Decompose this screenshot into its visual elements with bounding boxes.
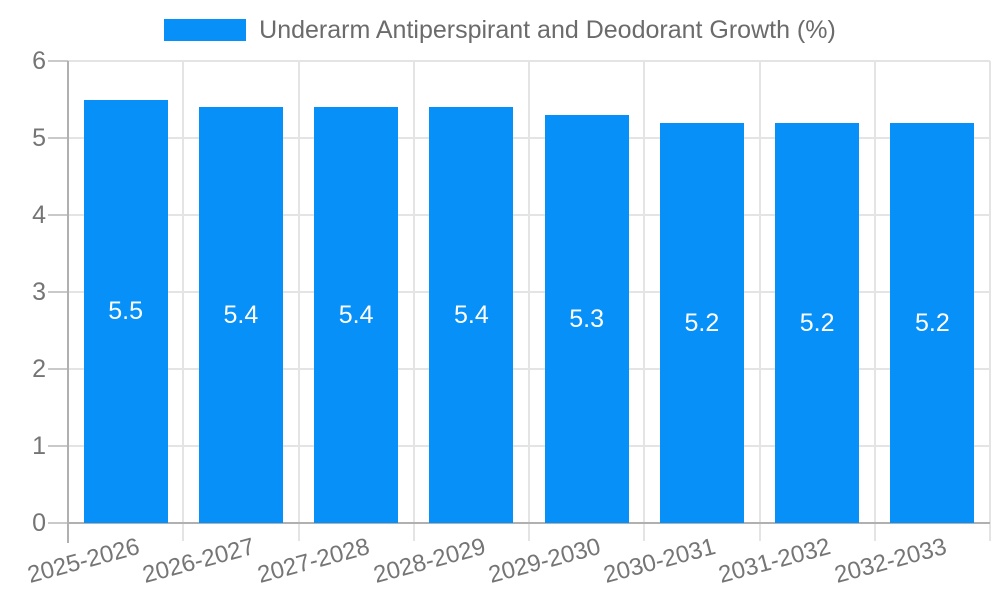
x-gridline [182,61,185,541]
y-axis-tick-label: 2 [32,355,46,383]
x-axis-tick-label: 2031-2032 [715,533,834,589]
y-axis-tick [48,214,68,216]
y-axis-tick-label: 6 [32,47,46,75]
y-axis-tick-label: 1 [32,432,46,460]
x-axis-line [68,522,990,524]
bar [429,107,514,523]
legend: Underarm Antiperspirant and Deodorant Gr… [0,15,1000,45]
y-axis-tick [48,60,68,62]
bar-value-label: 5.4 [223,301,259,330]
bar [544,114,629,523]
x-axis-tick-label: 2032-2033 [831,533,950,589]
x-gridline [758,61,761,541]
bar [775,122,860,523]
x-axis-tick-label: 2027-2028 [254,533,373,589]
legend-label: Underarm Antiperspirant and Deodorant Gr… [259,16,836,44]
x-axis-tick-label: 2026-2027 [139,533,258,589]
bar [314,107,399,523]
x-axis-tick-label: 2030-2031 [600,533,719,589]
y-axis-tick [48,291,68,293]
bar-value-label: 5.3 [569,304,604,333]
bar [890,122,975,523]
bar [198,107,283,523]
bar-value-label: 5.4 [338,301,374,330]
legend-swatch [164,19,247,41]
y-axis-tick [48,445,68,447]
y-axis-line [67,61,69,543]
x-gridline [989,61,991,541]
x-axis-tick-label: 2025-2026 [24,533,143,589]
bar-value-label: 5.5 [108,297,143,326]
y-axis-tick [48,137,68,139]
x-axis-tick-label: 2029-2030 [485,533,604,589]
y-axis-tick-label: 0 [32,509,46,537]
bar-value-label: 5.2 [684,308,720,337]
x-gridline [297,61,300,541]
y-axis-tick-label: 5 [32,124,46,152]
x-axis-tick-label: 2028-2029 [370,533,489,589]
y-axis-tick-label: 3 [32,278,46,306]
bar [83,99,168,523]
x-gridline [412,61,415,541]
y-axis-tick [48,368,68,370]
bar-value-label: 5.2 [799,308,835,337]
y-axis-tick [48,522,68,524]
x-gridline [528,61,530,541]
bar-value-label: 5.4 [453,301,489,330]
y-axis-tick-label: 4 [32,201,46,229]
bar-value-label: 5.2 [914,308,950,337]
bar [659,122,744,523]
x-gridline [643,61,646,541]
x-gridline [873,61,876,541]
